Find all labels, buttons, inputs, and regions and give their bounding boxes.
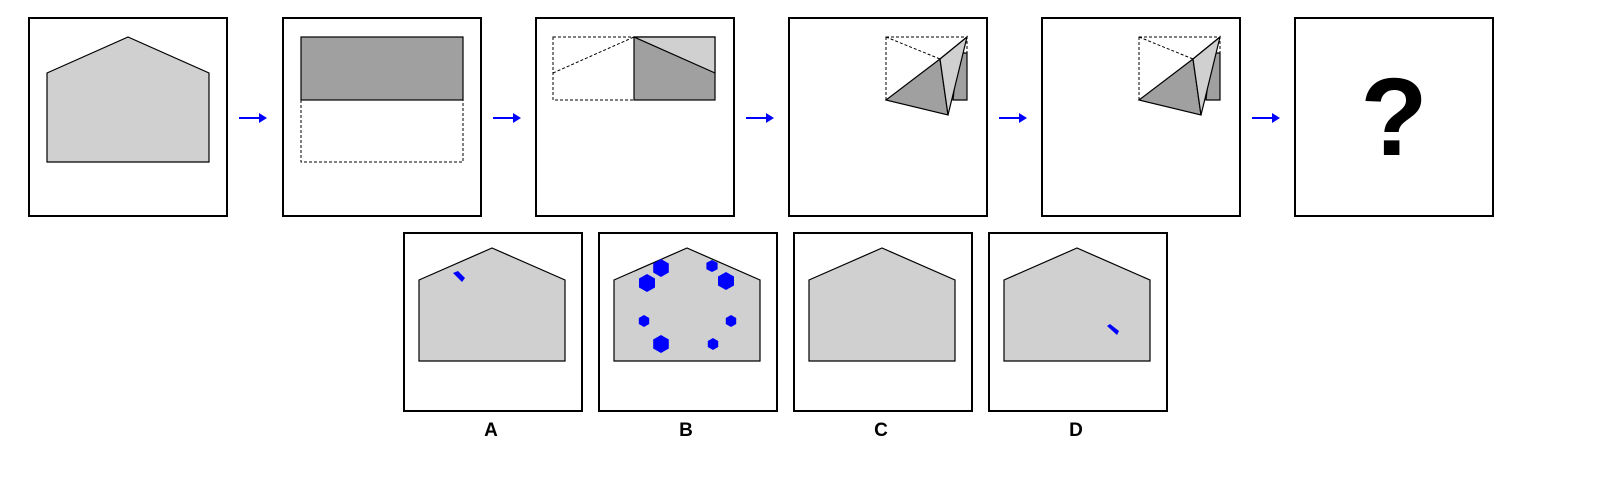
option-a-panel[interactable] xyxy=(403,232,583,412)
punch-hole xyxy=(718,272,734,290)
option-c-label[interactable]: C xyxy=(874,420,888,441)
arrow-icon xyxy=(239,113,267,123)
arrow-icon xyxy=(746,113,774,123)
paper-fold-3 xyxy=(884,35,969,116)
arrow-icon xyxy=(1252,113,1280,123)
arrow-icon xyxy=(999,113,1027,123)
punch-hole xyxy=(653,259,669,277)
punch-hole xyxy=(706,260,718,272)
option-c-paper xyxy=(808,247,956,362)
step-4-panel xyxy=(788,17,988,217)
step-3-panel xyxy=(535,17,735,217)
option-b-panel[interactable] xyxy=(598,232,778,412)
paper-fold-1 xyxy=(300,36,464,163)
punch-hole xyxy=(653,335,669,353)
punch-hole xyxy=(1107,324,1119,335)
option-d-paper xyxy=(1003,247,1151,362)
paper-unfolded xyxy=(46,36,210,163)
option-c-panel[interactable] xyxy=(793,232,973,412)
step-1-panel xyxy=(28,17,228,217)
option-d-panel[interactable] xyxy=(988,232,1168,412)
punch-hole xyxy=(639,274,655,292)
punch-hole xyxy=(707,338,719,350)
arrow-icon xyxy=(493,113,521,123)
punch-hole xyxy=(453,271,465,282)
paper-fold-2 xyxy=(552,36,716,101)
step-6-panel: ? xyxy=(1294,17,1494,217)
option-d-label[interactable]: D xyxy=(1069,420,1083,441)
option-a-label[interactable]: A xyxy=(484,420,498,441)
option-b-label[interactable]: B xyxy=(679,420,693,441)
option-a-paper xyxy=(418,247,566,362)
punch-hole xyxy=(638,315,650,327)
paper-fold-4 xyxy=(1137,35,1222,116)
option-b-paper xyxy=(613,247,761,362)
punch-hole xyxy=(725,315,737,327)
step-5-panel xyxy=(1041,17,1241,217)
step-2-panel xyxy=(282,17,482,217)
question-mark: ? xyxy=(1360,55,1428,179)
